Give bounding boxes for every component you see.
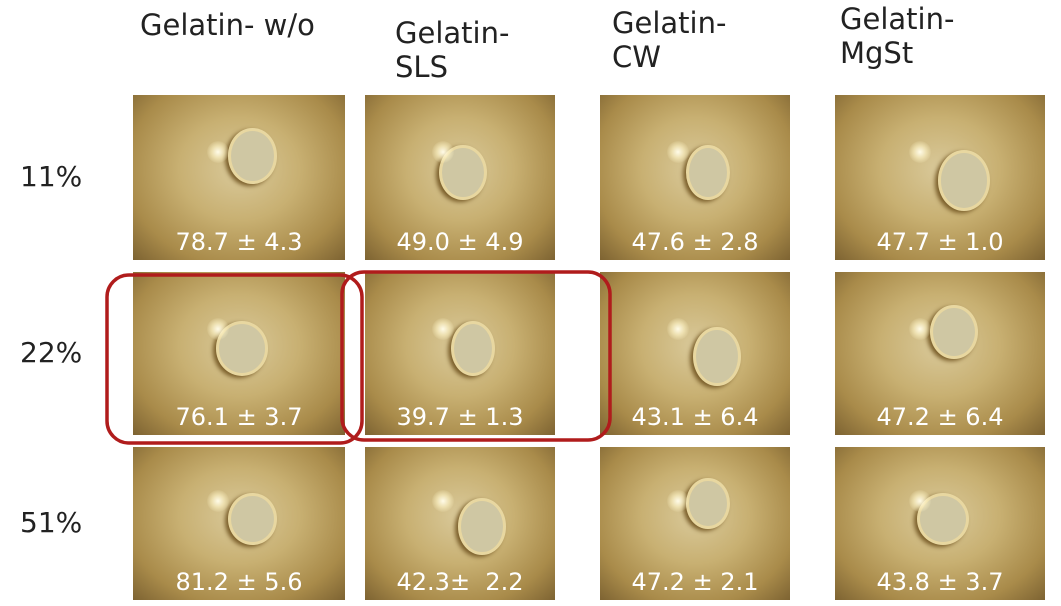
highlight-box: [107, 275, 362, 443]
highlight-box: [342, 272, 610, 440]
highlight-layer: [0, 0, 1061, 606]
figure: Gelatin- w/oGelatin-SLSGelatin-CWGelatin…: [0, 0, 1061, 606]
